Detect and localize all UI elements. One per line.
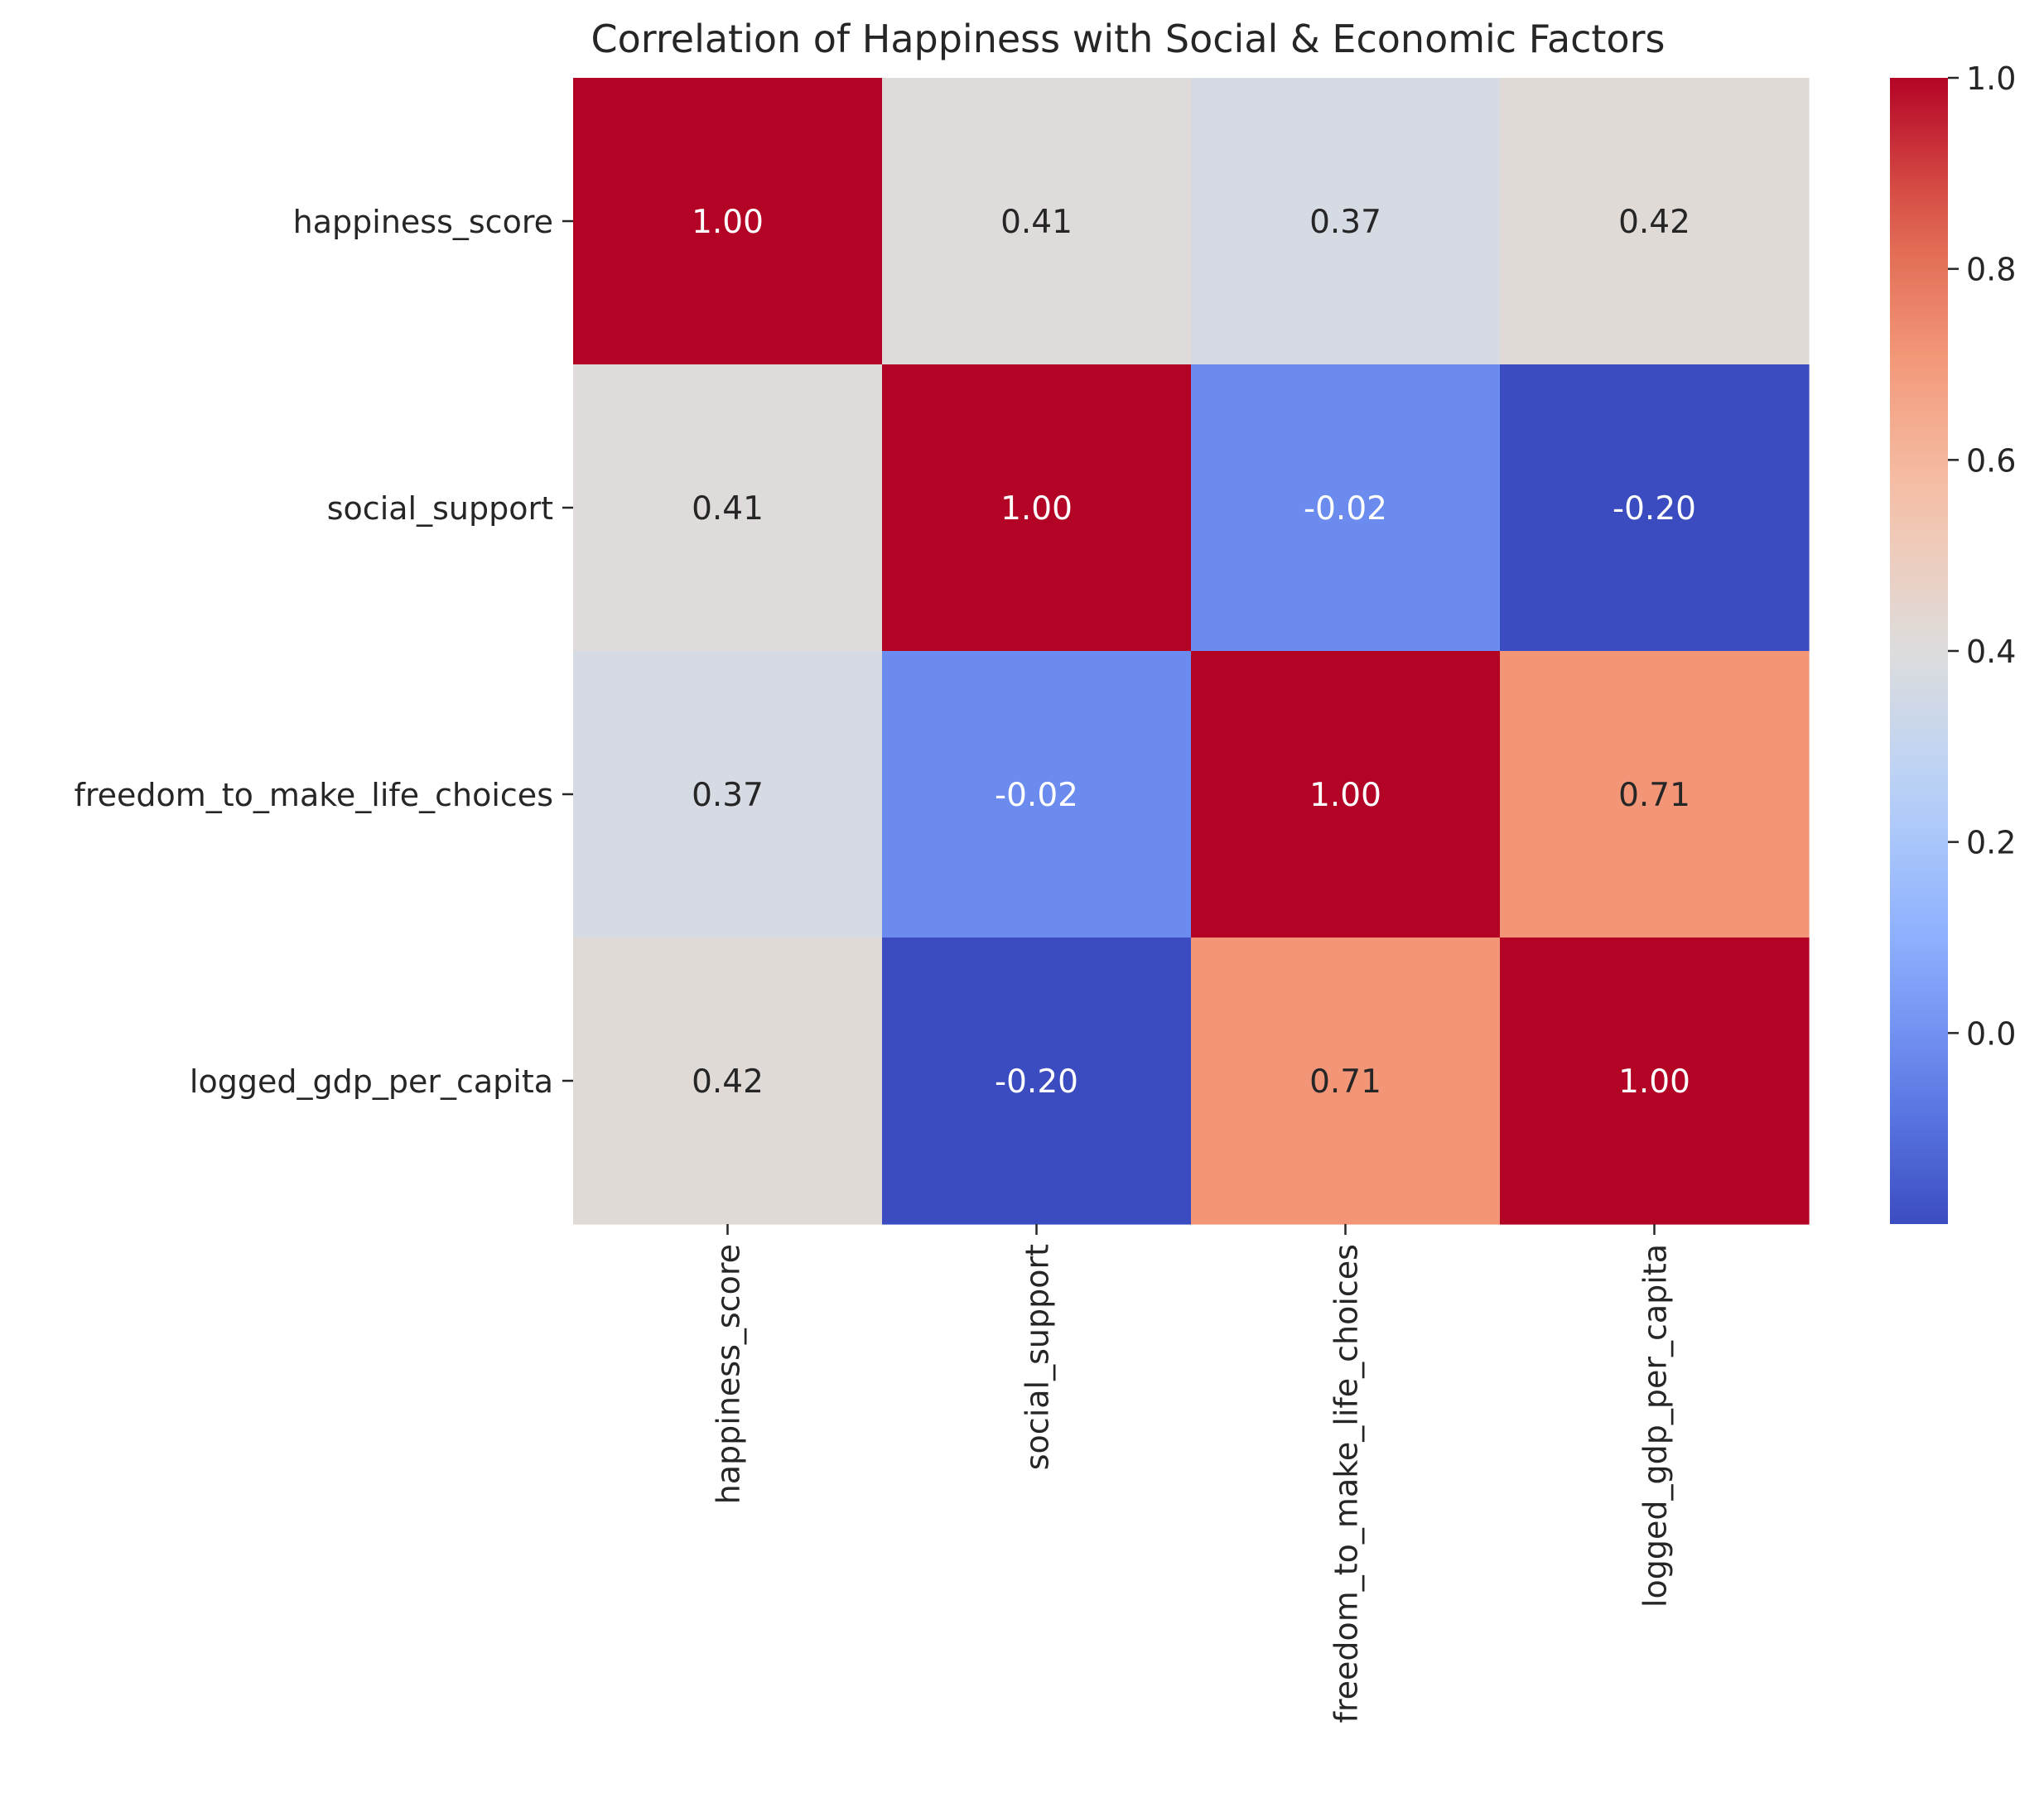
x-axis: happiness_score social_support freedom_to_… [711,1224,1674,1723]
heatmap-cell [573,78,883,365]
heatmap-cell [1191,364,1501,652]
chart-title: Correlation of Happiness with Social & E… [591,17,1666,61]
heatmap-cell [1500,78,1810,365]
x-tick-label: logged_gdp_per_capita [1637,1244,1674,1608]
cell-annotation: 0.41 [692,490,764,528]
colorbar: 0.0 0.2 0.4 0.6 0.8 1.0 [1890,60,2016,1224]
colorbar-tick-label: 1.0 [1966,60,2016,97]
colorbar-tick-label: 0.4 [1966,634,2016,670]
cell-annotation: -0.20 [995,1063,1078,1101]
cell-annotation: -0.20 [1613,490,1696,528]
y-tick-label: logged_gdp_per_capita [190,1063,553,1100]
cell-annotation: 0.42 [692,1063,764,1101]
heatmap-cell [1500,938,1810,1225]
cell-annotation: 1.00 [1309,777,1381,814]
cell-annotation: 0.41 [1000,204,1073,241]
cell-annotation: -0.02 [995,777,1078,814]
y-tick-label: freedom_to_make_life_choices [74,777,553,813]
heatmap-cell [1500,364,1810,652]
heatmap-cell [882,651,1192,938]
heatmap-cell [1500,651,1810,938]
heatmap-cells [573,78,1810,1225]
heatmap-cell [573,651,883,938]
heatmap-cell [573,938,883,1225]
cell-annotation: 0.37 [692,777,764,814]
x-tick-label: social_support [1020,1244,1056,1470]
colorbar-tick-label: 0.6 [1966,442,2016,479]
cell-annotation: 0.42 [1618,204,1690,241]
heatmap-cell [1191,651,1501,938]
y-tick-label: social_support [327,490,553,527]
cell-annotations: 1.00 0.41 0.37 0.42 0.41 1.00 -0.02 -0.20 0.37 -0… [692,204,1696,1101]
cell-annotation: 0.37 [1309,204,1381,241]
x-tick-label: freedom_to_make_life_choices [1328,1244,1365,1723]
x-tick-label: happiness_score [711,1244,747,1504]
cell-annotation: 1.00 [1000,490,1073,528]
heatmap-cell [882,364,1192,652]
y-axis: happiness_score social_support freedom_to_… [74,204,573,1100]
cell-annotation: -0.02 [1304,490,1387,528]
colorbar-tick-label: 0.2 [1966,825,2016,861]
cell-annotation: 1.00 [692,204,764,241]
heatmap-cell [882,78,1192,365]
cell-annotation: 1.00 [1618,1063,1690,1101]
colorbar-tick-label: 0.0 [1966,1015,2016,1052]
colorbar-gradient [1890,78,1948,1224]
colorbar-tick-label: 0.8 [1966,252,2016,288]
heatmap-cell [1191,938,1501,1225]
heatmap-cell [882,938,1192,1225]
cell-annotation: 0.71 [1309,1063,1381,1101]
heatmap-cell [1191,78,1501,365]
y-tick-label: happiness_score [293,204,553,240]
heatmap-cell [573,364,883,652]
cell-annotation: 0.71 [1618,777,1690,814]
